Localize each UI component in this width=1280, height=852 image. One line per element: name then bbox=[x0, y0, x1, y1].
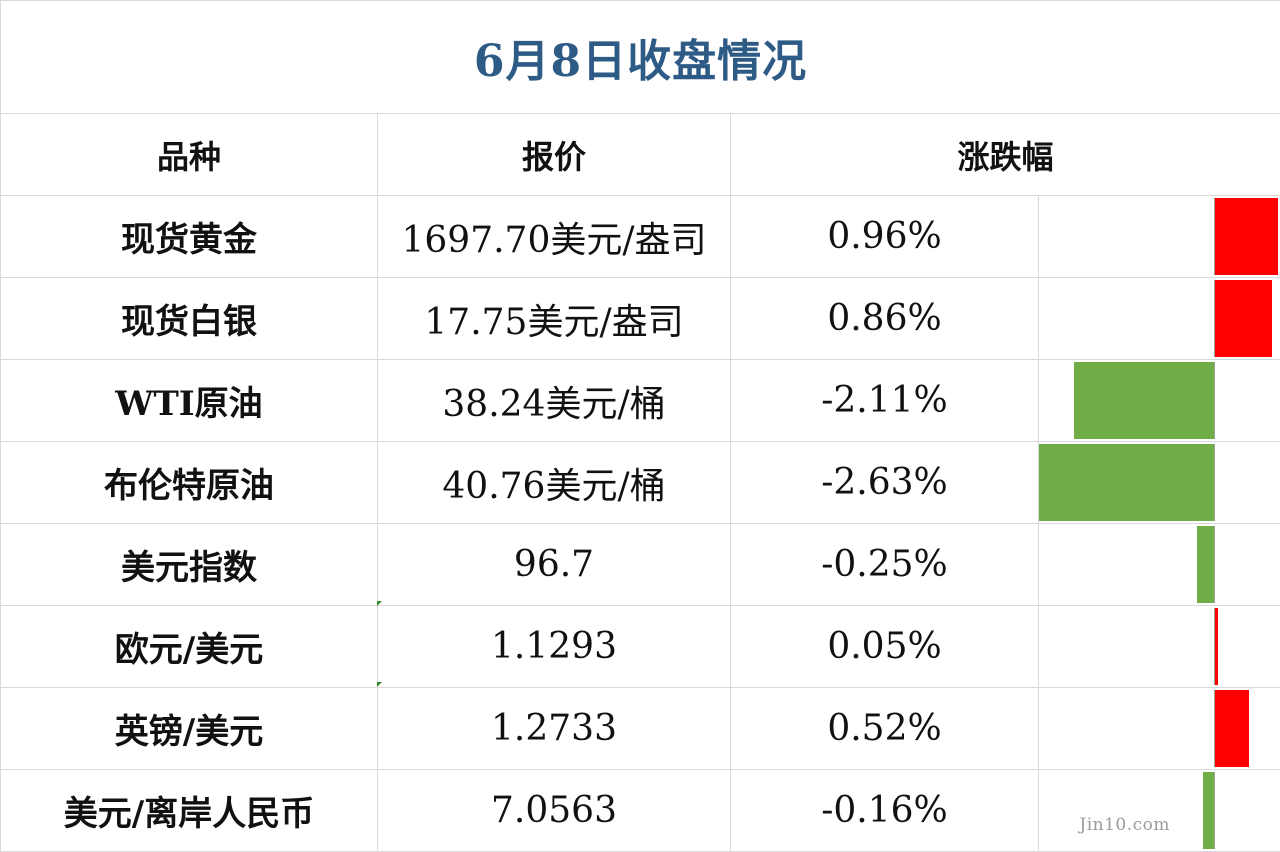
table-row: WTI原油 38.24美元/桶 -2.11% bbox=[1, 360, 1280, 442]
change-bar-cell bbox=[1039, 688, 1280, 770]
change-bar bbox=[1215, 198, 1278, 275]
header-name: 品种 bbox=[1, 114, 378, 196]
row-name: 布伦特原油 bbox=[1, 442, 378, 524]
change-bar bbox=[1215, 690, 1249, 767]
row-price: 1.2733 bbox=[378, 688, 731, 770]
row-price: 38.24美元/桶 bbox=[378, 360, 731, 442]
cell-comment-marker bbox=[377, 601, 382, 606]
bar-zero-axis bbox=[1214, 198, 1215, 275]
row-name: 美元指数 bbox=[1, 524, 378, 606]
row-name: 美元/离岸人民币 bbox=[1, 770, 378, 852]
change-bar-cell bbox=[1039, 524, 1280, 606]
row-name: 欧元/美元 bbox=[1, 606, 378, 688]
header-change: 涨跌幅 bbox=[731, 114, 1280, 196]
row-change: 0.86% bbox=[731, 278, 1039, 360]
row-price: 17.75美元/盎司 bbox=[378, 278, 731, 360]
bar-zero-axis bbox=[1214, 444, 1215, 521]
row-price: 1697.70美元/盎司 bbox=[378, 196, 731, 278]
bar-zero-axis bbox=[1214, 772, 1215, 849]
bar-zero-axis bbox=[1214, 690, 1215, 767]
row-price: 1.1293 bbox=[378, 606, 731, 688]
row-change: 0.52% bbox=[731, 688, 1039, 770]
table-row: 英镑/美元 1.2733 0.52% bbox=[1, 688, 1280, 770]
table-row: 现货黄金 1697.70美元/盎司 0.96% bbox=[1, 196, 1280, 278]
table-row: 欧元/美元 1.1293 0.05% bbox=[1, 606, 1280, 688]
table-row: 布伦特原油 40.76美元/桶 -2.63% bbox=[1, 442, 1280, 524]
bar-zero-axis bbox=[1214, 280, 1215, 357]
change-bar bbox=[1074, 362, 1214, 439]
row-change: -0.25% bbox=[731, 524, 1039, 606]
change-bar bbox=[1215, 608, 1218, 685]
change-bar-cell bbox=[1039, 196, 1280, 278]
change-bar bbox=[1039, 444, 1214, 521]
cell-comment-marker bbox=[377, 682, 382, 687]
change-bar-cell bbox=[1039, 360, 1280, 442]
row-price: 96.7 bbox=[378, 524, 731, 606]
table-row: 现货白银 17.75美元/盎司 0.86% bbox=[1, 278, 1280, 360]
row-change: -0.16% bbox=[731, 770, 1039, 852]
change-bar bbox=[1197, 526, 1214, 603]
change-bar-cell bbox=[1039, 442, 1280, 524]
row-price: 7.0563 bbox=[378, 770, 731, 852]
change-bar-cell bbox=[1039, 278, 1280, 360]
bar-zero-axis bbox=[1214, 608, 1215, 685]
page-title: 6月8日收盘情况 bbox=[1, 1, 1280, 114]
watermark: Jin10.com bbox=[1079, 815, 1170, 835]
row-name: 英镑/美元 bbox=[1, 688, 378, 770]
header-price: 报价 bbox=[378, 114, 731, 196]
row-change: 0.96% bbox=[731, 196, 1039, 278]
row-change: -2.11% bbox=[731, 360, 1039, 442]
table-row: 美元指数 96.7 -0.25% bbox=[1, 524, 1280, 606]
row-change: 0.05% bbox=[731, 606, 1039, 688]
row-change: -2.63% bbox=[731, 442, 1039, 524]
row-name: WTI原油 bbox=[1, 360, 378, 442]
table-row: 美元/离岸人民币 7.0563 -0.16% bbox=[1, 770, 1280, 852]
change-bar bbox=[1203, 772, 1214, 849]
bar-zero-axis bbox=[1214, 362, 1215, 439]
change-bar bbox=[1215, 280, 1272, 357]
bar-zero-axis bbox=[1214, 526, 1215, 603]
change-bar-cell bbox=[1039, 606, 1280, 688]
row-name: 现货白银 bbox=[1, 278, 378, 360]
row-name: 现货黄金 bbox=[1, 196, 378, 278]
row-price: 40.76美元/桶 bbox=[378, 442, 731, 524]
change-bar-cell bbox=[1039, 770, 1280, 852]
